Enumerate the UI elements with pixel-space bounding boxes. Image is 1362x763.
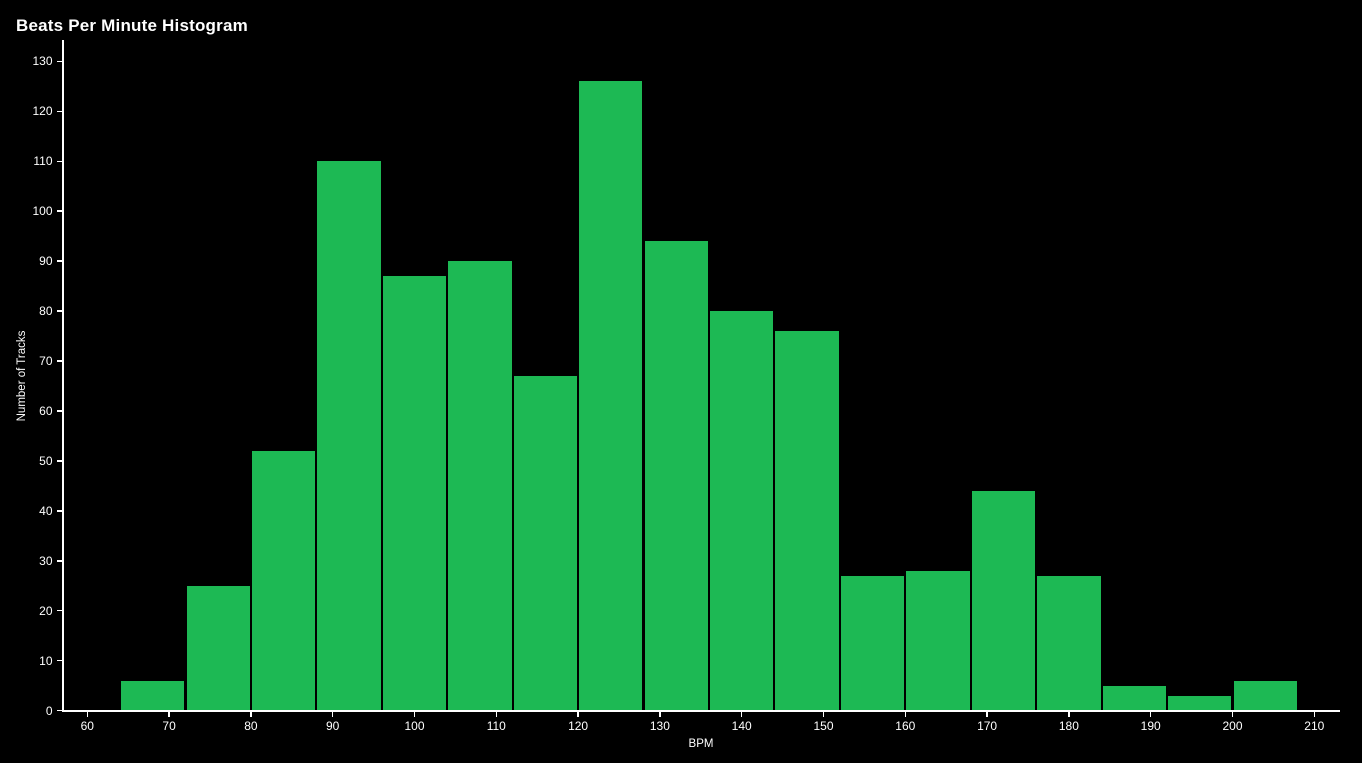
x-tick — [986, 711, 988, 717]
histogram-bar[interactable] — [709, 311, 775, 712]
x-tick — [331, 711, 334, 717]
y-axis-line — [61, 40, 64, 712]
y-tick-label: 30 — [39, 553, 53, 568]
y-tick-label: 100 — [32, 204, 53, 219]
y-tick-label: 0 — [45, 703, 53, 718]
x-tick — [1231, 711, 1234, 717]
histogram-bar[interactable] — [905, 570, 971, 712]
histogram-bar[interactable] — [1232, 680, 1298, 712]
y-tick-label: 50 — [39, 453, 53, 468]
y-tick-label: 60 — [39, 403, 53, 418]
x-tick-label: 120 — [568, 718, 589, 733]
y-tick — [56, 510, 62, 512]
y-tick — [56, 160, 62, 162]
x-tick-label: 190 — [1140, 718, 1161, 733]
histogram-bar[interactable] — [316, 161, 382, 712]
y-tick-label: 10 — [39, 653, 53, 668]
x-tick-label: 180 — [1058, 718, 1079, 733]
histogram-bar[interactable] — [512, 376, 579, 712]
x-tick — [86, 711, 88, 717]
y-tick — [56, 609, 62, 612]
histogram-bar[interactable] — [970, 490, 1037, 712]
x-tick-label: 140 — [731, 718, 752, 733]
y-tick-label: 130 — [32, 54, 53, 69]
x-tick — [495, 711, 498, 717]
y-tick — [56, 659, 62, 662]
y-tick — [56, 560, 62, 562]
x-tick — [1149, 711, 1152, 717]
x-tick — [1068, 711, 1070, 717]
x-tick — [577, 711, 579, 717]
histogram-bar[interactable] — [1101, 685, 1167, 712]
y-tick-label: 20 — [39, 603, 53, 618]
x-tick-label: 170 — [977, 718, 998, 733]
histogram-bar[interactable] — [120, 680, 186, 712]
x-tick — [904, 711, 906, 717]
y-tick-label: 40 — [39, 503, 53, 518]
x-tick-label: 130 — [649, 718, 670, 733]
chart-title: Beats Per Minute Histogram — [16, 16, 248, 35]
y-tick-label: 120 — [32, 104, 53, 119]
x-tick-label: 90 — [326, 718, 340, 733]
x-tick — [168, 711, 170, 717]
x-tick-label: 110 — [486, 718, 506, 733]
x-tick-label: 160 — [895, 718, 916, 733]
x-tick — [659, 711, 661, 717]
y-tick-label: 110 — [33, 154, 53, 169]
x-tick-label: 70 — [162, 718, 176, 733]
histogram-bar[interactable] — [839, 575, 906, 712]
y-tick — [56, 110, 62, 113]
y-tick — [56, 210, 62, 212]
x-axis-line — [61, 709, 1340, 712]
x-tick — [250, 711, 252, 717]
x-tick-label: 100 — [404, 718, 425, 733]
y-tick — [56, 360, 62, 362]
histogram-bar[interactable] — [578, 81, 644, 712]
x-axis-title: BPM — [688, 738, 714, 750]
y-tick — [56, 709, 62, 712]
x-tick-label: 60 — [80, 718, 94, 733]
x-tick-label: 150 — [813, 718, 834, 733]
histogram-bar[interactable] — [381, 276, 448, 712]
x-tick — [413, 711, 416, 717]
x-tick — [740, 711, 743, 717]
histogram-bar[interactable] — [1036, 575, 1102, 712]
y-tick-label: 90 — [39, 254, 53, 269]
histogram-bar[interactable] — [643, 241, 709, 712]
y-tick-label: 70 — [39, 354, 53, 368]
x-tick-label: 210 — [1304, 718, 1325, 733]
x-tick-label: 200 — [1222, 718, 1243, 733]
y-axis-title: Number of Tracks — [16, 330, 28, 422]
y-tick — [56, 410, 62, 412]
y-tick — [56, 310, 62, 312]
histogram-bar[interactable] — [1167, 695, 1233, 712]
x-tick — [1313, 711, 1315, 717]
histogram-bar[interactable] — [447, 261, 513, 712]
y-tick-label: 80 — [39, 304, 53, 319]
y-tick — [56, 60, 62, 63]
y-tick — [56, 460, 62, 462]
y-tick — [56, 260, 62, 262]
histogram-bar[interactable] — [250, 450, 317, 712]
histogram-bar[interactable] — [185, 585, 251, 712]
x-tick — [822, 711, 825, 717]
histogram-bar[interactable] — [774, 331, 840, 712]
x-tick-label: 80 — [244, 718, 258, 733]
